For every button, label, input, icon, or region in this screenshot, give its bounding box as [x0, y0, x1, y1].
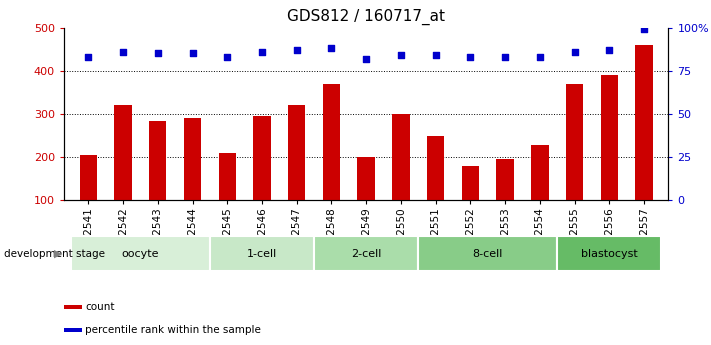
Bar: [392, 114, 410, 243]
Bar: [323, 84, 340, 243]
Point: [256, 49, 267, 55]
Bar: [314, 236, 418, 271]
Text: oocyte: oocyte: [122, 249, 159, 258]
Bar: [461, 167, 479, 243]
Bar: [566, 84, 583, 243]
Point: [499, 54, 510, 60]
Point: [534, 54, 545, 60]
Point: [152, 51, 164, 56]
Bar: [64, 328, 82, 332]
Point: [82, 54, 94, 60]
Bar: [358, 157, 375, 243]
Title: GDS812 / 160717_at: GDS812 / 160717_at: [287, 9, 445, 25]
Text: development stage: development stage: [4, 249, 105, 258]
Point: [465, 54, 476, 60]
Bar: [427, 136, 444, 243]
Point: [326, 46, 337, 51]
Bar: [636, 45, 653, 243]
Point: [360, 56, 372, 61]
Text: 1-cell: 1-cell: [247, 249, 277, 258]
Bar: [418, 236, 557, 271]
Text: blastocyst: blastocyst: [581, 249, 638, 258]
Text: 8-cell: 8-cell: [473, 249, 503, 258]
Bar: [80, 155, 97, 243]
Point: [638, 27, 650, 32]
Bar: [496, 159, 514, 243]
Bar: [64, 305, 82, 309]
Point: [222, 54, 233, 60]
Point: [569, 49, 580, 55]
Bar: [601, 75, 618, 243]
Bar: [531, 145, 548, 243]
Bar: [253, 116, 271, 243]
Point: [395, 52, 407, 58]
Bar: [149, 121, 166, 243]
Text: percentile rank within the sample: percentile rank within the sample: [85, 325, 261, 335]
Bar: [557, 236, 661, 271]
Bar: [114, 105, 132, 243]
Text: 2-cell: 2-cell: [351, 249, 381, 258]
Point: [430, 52, 442, 58]
Bar: [210, 236, 314, 271]
Text: count: count: [85, 302, 114, 312]
Point: [291, 47, 302, 53]
Bar: [71, 236, 210, 271]
Bar: [288, 105, 306, 243]
Text: ▶: ▶: [54, 249, 63, 258]
Point: [604, 47, 615, 53]
Bar: [184, 118, 201, 243]
Point: [117, 49, 129, 55]
Point: [187, 51, 198, 56]
Bar: [218, 152, 236, 243]
